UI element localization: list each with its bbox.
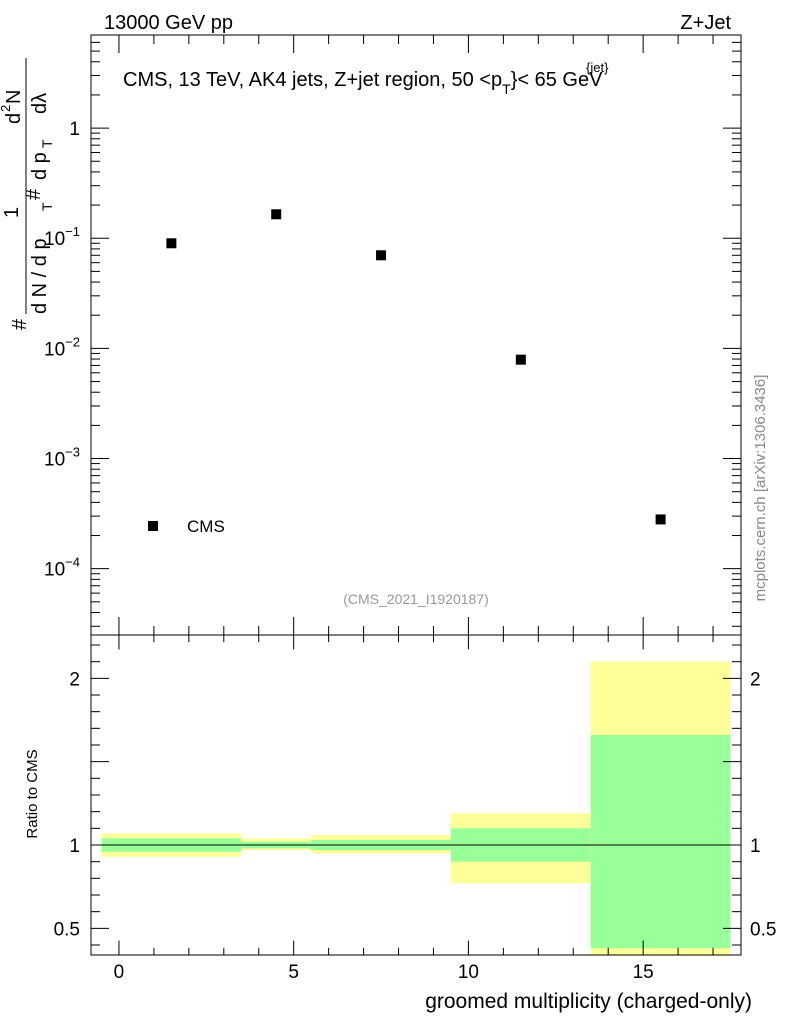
ratio-y-tick-label-right: 1 [750,836,761,857]
main-title-sup: {jet} [586,60,609,75]
legend-marker [148,521,158,531]
main-ticks [91,34,741,635]
watermark: mcplots.cern.ch [arXiv:1306.3436] [752,375,769,602]
main-data-points [166,209,666,525]
ratio-y-tick-label-left: 1 [69,836,80,857]
x-axis-label: groomed multiplicity (charged-only) [425,990,752,1013]
y-tick-label: 10−4 [44,555,80,581]
y-tick-label: 10−2 [44,334,80,360]
ylabel-hash-1: # [9,318,31,330]
ratio-y-axis-label: Ratio to CMS [24,749,41,838]
ratio-y-tick-label-right: 2 [750,669,761,690]
ylabel-d: d [3,113,25,124]
ratio-ticks [91,635,741,955]
main-title-sub: T [502,81,511,97]
ratio-y-tick-labels: 0.5 0.5 1 1 2 2 [54,669,777,940]
data-point [271,209,282,220]
analysis-reference: (CMS_2021_I1920187) [343,591,489,607]
ylabel-dlambda: dλ [29,93,51,114]
ylabel-denominator: d N / d p [29,238,51,314]
main-title: CMS, 13 TeV, AK4 jets, Z+jet region, 50 … [123,69,603,97]
main-y-axis-label: # 1 d N / d p T # d p T d 2 N dλ [0,58,55,330]
x-tick-label: 10 [458,962,479,983]
main-panel-frame [90,34,742,636]
ratio-y-tick-label-right: 0.5 [750,919,776,940]
y-tick-label: 10−1 [44,224,80,250]
data-point [166,238,177,249]
header-left: 13000 GeV pp [104,12,233,34]
header-right: Z+Jet [680,12,731,34]
ratio-y-tick-label-left: 0.5 [54,919,80,940]
ylabel-one: 1 [1,207,23,218]
data-point [376,250,387,261]
ylabel-n: N [3,90,25,104]
ylabel-dpt-sub: T [39,139,55,148]
x-tick-label: 0 [114,962,125,983]
ylabel-d-sup: 2 [0,105,13,112]
legend-label: CMS [187,517,225,536]
y-tick-label: 1 [69,119,80,140]
x-tick-label: 5 [288,962,299,983]
ratio-bands [101,661,731,955]
main-title-text: CMS, 13 TeV, AK4 jets, Z+jet region, 50 … [123,69,502,91]
main-title-tail: }< 65 GeV [511,69,603,91]
main-y-tick-labels: 1 10−1 10−2 10−3 10−4 [44,119,80,581]
ratio-band-green [590,735,731,949]
ratio-x-tick-labels: 0 5 10 15 [114,962,654,983]
ylabel-dpt: d p [29,152,51,180]
x-tick-label: 15 [633,962,654,983]
ylabel-hash-2: # [23,188,45,200]
data-point [515,354,526,365]
ylabel-denominator-sub: T [39,202,55,211]
ratio-y-tick-label-left: 2 [69,669,80,690]
y-tick-label: 10−3 [44,445,80,471]
data-point [655,514,666,525]
